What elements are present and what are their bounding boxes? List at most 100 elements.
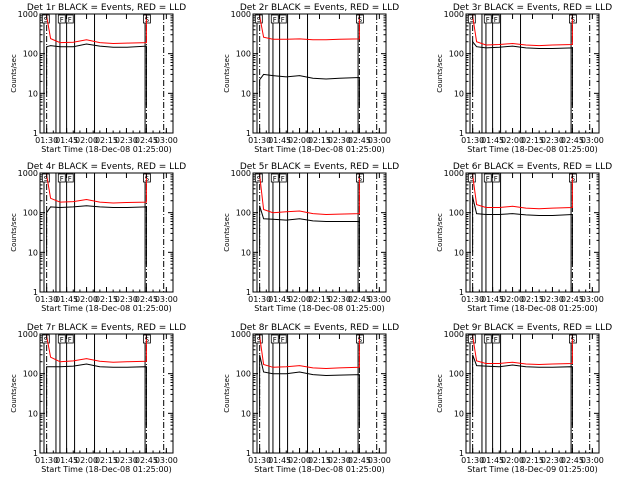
x-tick-label: 02:00 (288, 295, 311, 304)
flag-label: F (486, 16, 490, 24)
chart-panel-1: Det 1r BLACK = Events, RED = LLD S F F S 1 10 1… (10, 3, 186, 154)
flag-label: F (273, 175, 277, 183)
y-axis-label: Counts/sec (10, 54, 18, 93)
flag-label: S (470, 16, 475, 24)
y-tick-label: 1000 (444, 330, 464, 339)
chart-panel-4: Det 4r BLACK = Events, RED = LLD S F F S 1 10 1… (10, 162, 186, 313)
x-tick-label: 01:45 (268, 456, 291, 465)
flag-label: F (494, 175, 498, 183)
y-tick-label: 1000 (231, 330, 251, 339)
x-tick-label: 02:30 (541, 295, 564, 304)
flag-label: S (571, 16, 576, 24)
x-tick-label: 02:30 (328, 295, 351, 304)
y-tick-label: 1000 (18, 330, 38, 339)
lld-series-line (46, 173, 147, 204)
chart-panel-6: Det 6r BLACK = Events, RED = LLD S F F S 1 10 1… (436, 162, 612, 313)
flag-box (57, 14, 66, 24)
events-series-line (472, 196, 573, 265)
y-tick-label: 1000 (18, 169, 38, 178)
flag-label: S (470, 175, 475, 183)
lld-series-line (472, 334, 573, 366)
chart-title: Det 7r BLACK = Events, RED = LLD (27, 323, 186, 333)
x-tick-label: 03:00 (581, 136, 604, 145)
flag-label: S (257, 336, 262, 344)
flag-label: S (257, 175, 262, 183)
flag-label: F (273, 336, 277, 344)
x-tick-label: 02:15 (521, 136, 544, 145)
y-tick-label: 10 (28, 248, 38, 257)
x-tick-label: 03:00 (155, 295, 178, 304)
flag-label: S (358, 336, 363, 344)
flag-label: F (60, 175, 64, 183)
x-tick-label: 01:30 (35, 136, 58, 145)
flag-label: F (273, 16, 277, 24)
y-tick-label: 1000 (18, 10, 38, 19)
x-tick-label: 01:45 (481, 456, 504, 465)
flag-box (483, 173, 492, 183)
x-tick-label: 01:45 (268, 295, 291, 304)
x-tick-label: 03:00 (368, 295, 391, 304)
flag-box (254, 173, 263, 183)
x-tick-label: 01:45 (481, 295, 504, 304)
x-tick-label: 02:15 (95, 136, 118, 145)
y-tick-label: 100 (236, 50, 251, 59)
events-series-line (46, 363, 147, 426)
y-tick-label: 10 (28, 409, 38, 418)
flag-box (270, 173, 279, 183)
flag-label: S (358, 175, 363, 183)
x-tick-label: 02:45 (348, 136, 371, 145)
y-tick-label: 10 (28, 89, 38, 98)
flag-label: S (571, 175, 576, 183)
x-tick-label: 01:45 (55, 456, 78, 465)
x-tick-label: 02:00 (288, 456, 311, 465)
lld-series-line (46, 14, 147, 45)
x-tick-label: 03:00 (581, 295, 604, 304)
y-axis-label: Counts/sec (223, 213, 231, 252)
flag-label: S (257, 16, 262, 24)
flag-box (467, 173, 476, 183)
x-tick-label: 02:45 (135, 456, 158, 465)
chart-title: Det 1r BLACK = Events, RED = LLD (27, 3, 186, 13)
chart-title: Det 5r BLACK = Events, RED = LLD (240, 162, 399, 172)
y-tick-label: 100 (236, 209, 251, 218)
x-tick-label: 02:30 (115, 295, 138, 304)
flag-label: F (68, 175, 72, 183)
events-series-line (259, 73, 360, 106)
x-tick-label: 02:30 (541, 136, 564, 145)
x-tick-label: 01:30 (35, 295, 58, 304)
chart-panel-9: Det 9r BLACK = Events, RED = LLD S F F S 1 10 1… (436, 323, 612, 474)
flag-box (270, 14, 279, 24)
x-tick-label: 02:45 (561, 136, 584, 145)
y-tick-label: 100 (236, 370, 251, 379)
y-axis-label: Counts/sec (10, 374, 18, 413)
x-axis-label: Start Time (18-Dec-08 01:25:00) (467, 145, 598, 154)
flag-label: S (145, 16, 150, 24)
chart-title: Det 9r BLACK = Events, RED = LLD (453, 323, 612, 333)
x-tick-label: 02:15 (95, 295, 118, 304)
x-tick-label: 02:00 (501, 456, 524, 465)
flag-label: S (358, 16, 363, 24)
flag-box (467, 334, 476, 344)
x-tick-label: 01:30 (248, 456, 271, 465)
y-tick-label: 1000 (444, 10, 464, 19)
x-tick-label: 02:15 (308, 136, 331, 145)
y-axis-label: Counts/sec (436, 213, 444, 252)
y-tick-label: 1 (246, 288, 251, 297)
y-tick-label: 100 (449, 370, 464, 379)
x-axis-label: Start Time (18-Dec-08 01:25:00) (254, 465, 385, 474)
flag-label: S (145, 175, 150, 183)
y-axis-label: Counts/sec (223, 374, 231, 413)
y-tick-label: 1 (33, 449, 38, 458)
y-tick-label: 10 (454, 248, 464, 257)
y-tick-label: 1 (33, 129, 38, 138)
chart-panel-8: Det 8r BLACK = Events, RED = LLD S F F S 1 10 1… (223, 323, 399, 474)
chart-panel-5: Det 5r BLACK = Events, RED = LLD S F F S 1 10 1… (223, 162, 399, 313)
x-tick-label: 02:00 (75, 295, 98, 304)
y-tick-label: 1 (459, 288, 464, 297)
flag-label: F (486, 175, 490, 183)
y-tick-label: 10 (454, 409, 464, 418)
x-tick-label: 03:00 (155, 136, 178, 145)
x-axis-label: Start Time (18-Dec-08 01:25:00) (254, 145, 385, 154)
x-tick-label: 01:30 (248, 136, 271, 145)
